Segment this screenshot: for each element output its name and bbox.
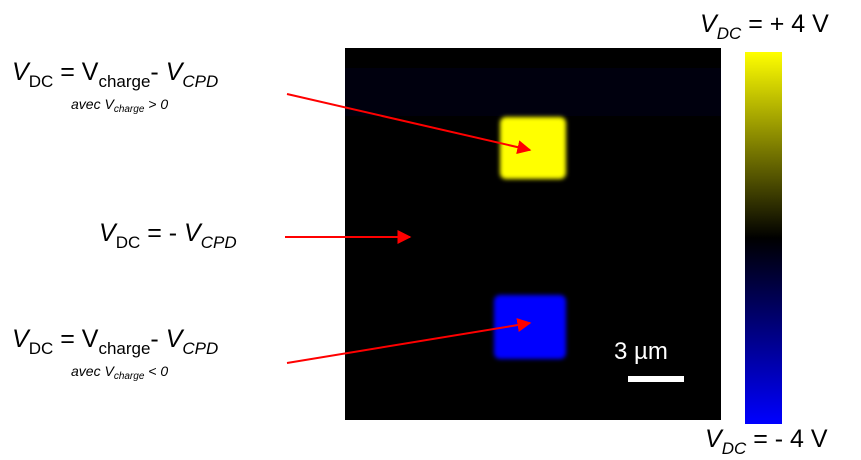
eq3-term1: V	[81, 325, 99, 353]
eq1-symbol-sub: DC	[28, 72, 54, 91]
arrow-negative	[286, 318, 532, 364]
eq3-term2: V	[165, 325, 183, 353]
scale-bar	[628, 376, 684, 382]
cond3-prefix: avec V	[71, 363, 114, 379]
colorbar-min-value: = - 4 V	[746, 425, 828, 453]
cond1-sub: charge	[113, 104, 145, 115]
eq2-term2-sub: CPD	[200, 233, 237, 252]
eq1-term2: V	[165, 58, 183, 86]
image-faint-stripe	[345, 68, 721, 116]
eq2-symbol: V	[99, 219, 116, 247]
eq1-symbol: V	[12, 58, 29, 86]
eq1-equals: =	[53, 58, 82, 86]
equation-background: VDC = - VCPD	[99, 219, 237, 252]
colorbar-min-label: VDC = - 4 V	[705, 425, 828, 458]
colorbar	[745, 52, 782, 424]
arrow-positive	[286, 93, 532, 154]
colorbar-min-symbol: V	[705, 425, 722, 453]
eq2-equals: = -	[140, 219, 185, 247]
eq3-minus: -	[150, 325, 166, 353]
cond3-suffix: < 0	[144, 363, 169, 379]
condition-positive: avec Vcharge > 0	[71, 96, 169, 115]
eq2-symbol-sub: DC	[115, 233, 141, 252]
colorbar-max-label: VDC = + 4 V	[700, 10, 829, 43]
cond1-prefix: avec V	[71, 96, 114, 112]
eq3-symbol: V	[12, 325, 29, 353]
eq1-minus: -	[150, 58, 166, 86]
equation-positive: VDC = Vcharge- VCPD	[12, 58, 218, 91]
colorbar-max-value: = + 4 V	[741, 10, 829, 38]
colorbar-min-sub: DC	[721, 439, 747, 458]
eq3-term2-sub: CPD	[182, 339, 219, 358]
eq1-term2-sub: CPD	[182, 72, 219, 91]
eq2-term2: V	[184, 219, 201, 247]
cond1-suffix: > 0	[144, 96, 169, 112]
eq3-term1-sub: charge	[98, 339, 151, 358]
eq1-term1: V	[81, 58, 99, 86]
eq1-term1-sub: charge	[98, 72, 151, 91]
condition-negative: avec Vcharge < 0	[71, 363, 169, 382]
positive-charge-square	[500, 117, 566, 179]
eq3-equals: =	[53, 325, 82, 353]
colorbar-max-sub: DC	[716, 24, 742, 43]
eq3-symbol-sub: DC	[28, 339, 54, 358]
equation-negative: VDC = Vcharge- VCPD	[12, 325, 218, 358]
scale-bar-label: 3 µm	[614, 338, 668, 365]
cond3-sub: charge	[113, 371, 145, 382]
colorbar-max-symbol: V	[700, 10, 717, 38]
